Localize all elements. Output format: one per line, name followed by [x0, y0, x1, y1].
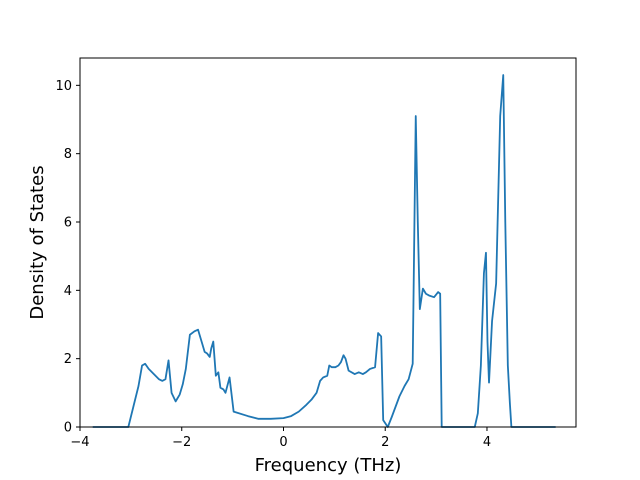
x-tick-label: 4	[483, 435, 491, 450]
y-tick-label: 2	[64, 352, 72, 367]
y-tick-label: 8	[64, 147, 72, 162]
y-axis: 0 2 4 6 8 10	[55, 79, 80, 436]
axes-frame	[79, 57, 577, 428]
x-tick-label: 0	[279, 435, 287, 450]
dos-series-line	[92, 74, 556, 428]
x-axis-label: Frequency (THz)	[255, 455, 402, 476]
x-axis: −4 −2 0 2 4	[70, 427, 491, 450]
y-tick-label: 6	[64, 216, 72, 231]
plot-area	[92, 74, 556, 428]
x-tick-label: 2	[381, 435, 389, 450]
y-tick-label: 10	[55, 79, 72, 94]
x-tick-label: −2	[172, 435, 191, 450]
y-tick-label: 4	[64, 284, 72, 299]
y-axis-label: Density of States	[27, 165, 48, 319]
x-tick-label: −4	[70, 435, 89, 450]
y-tick-label: 0	[64, 421, 72, 436]
